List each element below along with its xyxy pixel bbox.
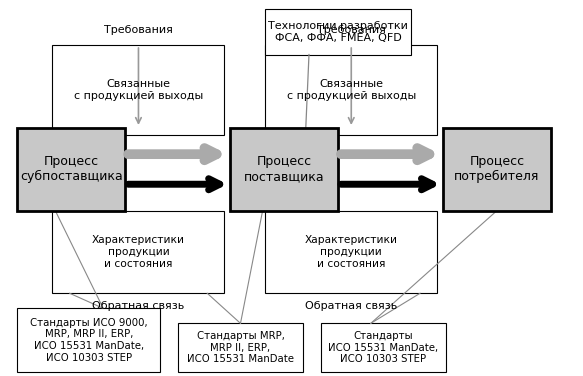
Text: Технологии разработки
ФСА, ФФА, FMEA, QFD: Технологии разработки ФСА, ФФА, FMEA, QF… bbox=[268, 21, 408, 43]
Text: Обратная связь: Обратная связь bbox=[92, 302, 185, 311]
Text: Обратная связь: Обратная связь bbox=[305, 302, 398, 311]
Text: Требования: Требования bbox=[317, 25, 386, 35]
Text: Связанные
с продукцией выходы: Связанные с продукцией выходы bbox=[74, 79, 203, 101]
Text: Стандарты
ИСО 15531 ManDate,
ИСО 10303 STEP: Стандарты ИСО 15531 ManDate, ИСО 10303 S… bbox=[328, 331, 438, 364]
Bar bbox=[321, 323, 446, 372]
Text: Процесс
субпоставщика: Процесс субпоставщика bbox=[20, 155, 123, 183]
Bar bbox=[178, 323, 303, 372]
Bar bbox=[52, 211, 224, 293]
Text: Характеристики
продукции
и состояния: Характеристики продукции и состояния bbox=[92, 235, 185, 268]
Bar bbox=[265, 9, 411, 55]
Text: Требования: Требования bbox=[104, 25, 173, 35]
Text: Процесс
потребителя: Процесс потребителя bbox=[454, 155, 540, 183]
Text: Стандарты MRP,
MRP II, ERP,
ИСО 15531 ManDate: Стандарты MRP, MRP II, ERP, ИСО 15531 Ma… bbox=[187, 331, 294, 364]
Text: Стандарты ИСО 9000,
MRP, MRP II, ERP,
ИСО 15531 ManDate,
ИСО 10303 STEP: Стандарты ИСО 9000, MRP, MRP II, ERP, ИС… bbox=[30, 318, 147, 363]
Text: Процесс
поставщика: Процесс поставщика bbox=[244, 155, 325, 183]
Bar bbox=[230, 128, 338, 211]
Text: Характеристики
продукции
и состояния: Характеристики продукции и состояния bbox=[305, 235, 398, 268]
Bar bbox=[265, 211, 437, 293]
Bar bbox=[265, 45, 437, 135]
Bar bbox=[17, 128, 125, 211]
Bar bbox=[52, 45, 224, 135]
Bar bbox=[443, 128, 551, 211]
Text: Связанные
с продукцией выходы: Связанные с продукцией выходы bbox=[287, 79, 416, 101]
Bar bbox=[17, 308, 160, 372]
